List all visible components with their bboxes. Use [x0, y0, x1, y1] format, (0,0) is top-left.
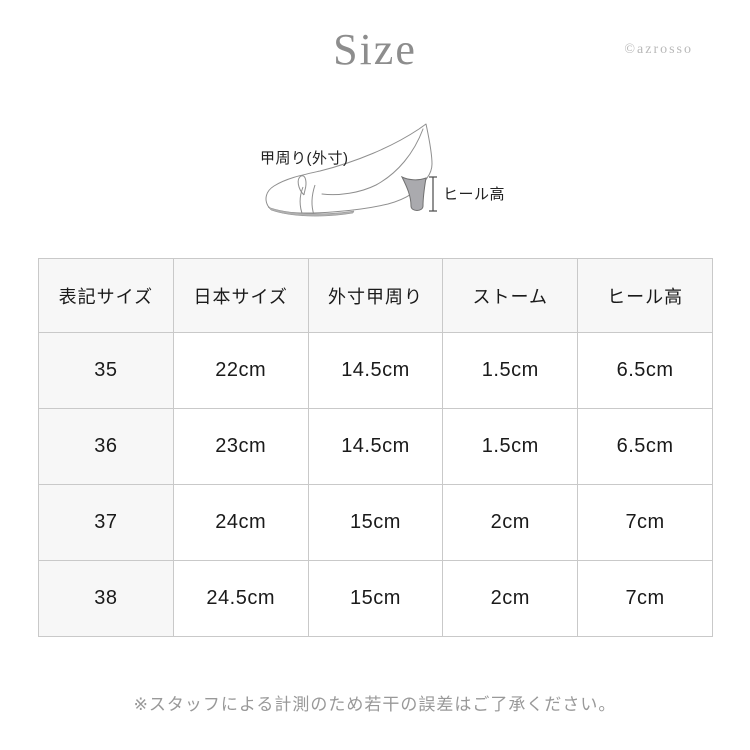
cell-size: 36: [38, 408, 174, 485]
col-header-platform: ストーム: [442, 258, 579, 333]
cell-platform: 1.5cm: [442, 332, 579, 409]
cell-outer-instep: 14.5cm: [307, 332, 444, 409]
table-row: 38 24.5cm 15cm 2cm 7cm: [38, 560, 713, 637]
cell-heel-height: 6.5cm: [577, 332, 713, 409]
cell-platform: 2cm: [442, 560, 579, 637]
cell-japan-size: 22cm: [172, 332, 309, 409]
table-row: 37 24cm 15cm 2cm 7cm: [38, 484, 713, 561]
table-row: 36 23cm 14.5cm 1.5cm 6.5cm: [38, 408, 713, 485]
size-table: 表記サイズ 日本サイズ 外寸甲周り ストーム ヒール高 35 22cm 14.5…: [38, 258, 713, 637]
cell-heel-height: 7cm: [577, 484, 713, 561]
cell-size: 37: [38, 484, 174, 561]
shoe-measurement-illustration: 甲周り(外寸) ヒール高: [240, 100, 510, 245]
table-row: 35 22cm 14.5cm 1.5cm 6.5cm: [38, 332, 713, 409]
cell-size: 38: [38, 560, 174, 637]
heel-height-label: ヒール高: [443, 186, 506, 203]
cell-japan-size: 24cm: [172, 484, 309, 561]
instep-circumference-label: 甲周り(外寸): [260, 150, 349, 167]
cell-outer-instep: 15cm: [307, 484, 444, 561]
size-table-header-row: 表記サイズ 日本サイズ 外寸甲周り ストーム ヒール高: [38, 258, 713, 333]
page-title: Size: [333, 25, 417, 74]
cell-heel-height: 7cm: [577, 560, 713, 637]
col-header-heel-height: ヒール高: [577, 258, 713, 333]
col-header-outer-instep: 外寸甲周り: [307, 258, 444, 333]
cell-platform: 1.5cm: [442, 408, 579, 485]
col-header-display-size: 表記サイズ: [38, 258, 174, 333]
pump-shoe-sketch-icon: [265, 123, 437, 217]
measurement-disclaimer-note: ※スタッフによる計測のため若干の誤差はご了承ください。: [133, 695, 617, 714]
cell-size: 35: [38, 332, 174, 409]
col-header-japan-size: 日本サイズ: [172, 258, 309, 333]
cell-outer-instep: 15cm: [307, 560, 444, 637]
cell-japan-size: 24.5cm: [172, 560, 309, 637]
cell-heel-height: 6.5cm: [577, 408, 713, 485]
cell-outer-instep: 14.5cm: [307, 408, 444, 485]
heel-height-measure-line: [429, 176, 437, 212]
brand-watermark: ©azrosso: [624, 42, 693, 57]
cell-platform: 2cm: [442, 484, 579, 561]
cell-japan-size: 23cm: [172, 408, 309, 485]
